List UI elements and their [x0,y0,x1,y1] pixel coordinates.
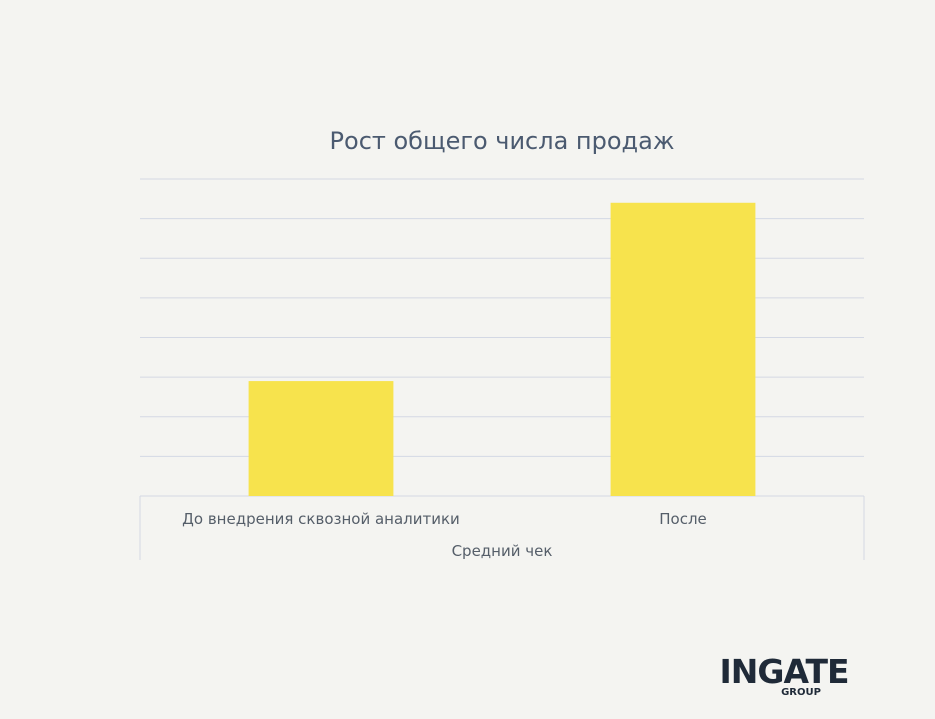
x-axis-frame [139,496,865,560]
bar-series [248,202,756,496]
ingate-logo: INGATE GROUP [719,652,849,698]
logo-subtitle: GROUP [781,687,821,698]
x-axis-title: Средний чек [452,542,553,560]
bar [248,381,394,496]
category-label: До внедрения сквозной аналитики [182,510,460,528]
category-labels: До внедрения сквозной аналитики После [182,510,707,528]
logo-wordmark: INGATE [719,652,848,691]
category-label: После [659,510,707,528]
chart-title: Рост общего числа продаж [330,127,675,155]
bar [610,202,756,496]
